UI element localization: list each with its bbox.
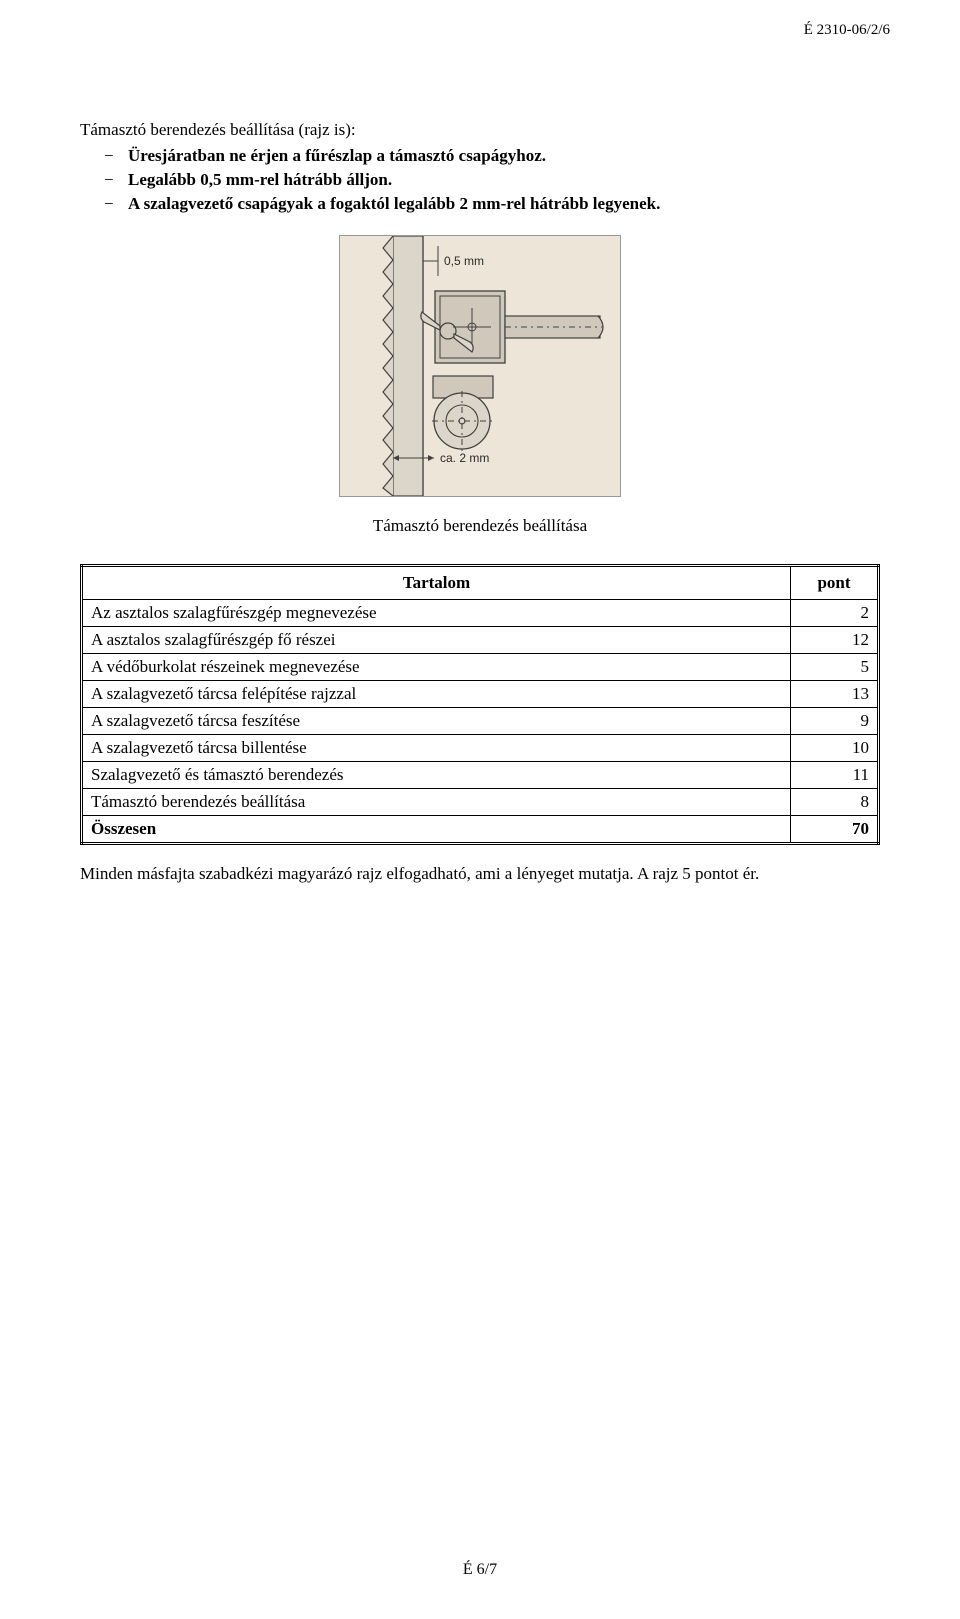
saw-blade xyxy=(383,236,423,496)
table-row: A védőburkolat részeinek megnevezése 5 xyxy=(82,654,879,681)
shaft xyxy=(505,316,603,338)
table-row: A szalagvezető tárcsa felépítése rajzzal… xyxy=(82,681,879,708)
row-label: A szalagvezető tárcsa billentése xyxy=(82,735,791,762)
table-row: Támasztó berendezés beállítása 8 xyxy=(82,789,879,816)
total-points: 70 xyxy=(791,816,879,844)
row-points: 8 xyxy=(791,789,879,816)
row-label: A szalagvezető tárcsa felépítése rajzzal xyxy=(82,681,791,708)
row-points: 12 xyxy=(791,627,879,654)
section-title: Támasztó berendezés beállítása (rajz is)… xyxy=(80,120,880,140)
figure-diagram: 0,5 mm xyxy=(339,235,621,497)
closing-text: Minden másfajta szabadkézi magyarázó raj… xyxy=(80,863,880,886)
table-row: Szalagvezető és támasztó berendezés 11 xyxy=(82,762,879,789)
row-label: Szalagvezető és támasztó berendezés xyxy=(82,762,791,789)
header-content: Tartalom xyxy=(82,566,791,600)
row-points: 9 xyxy=(791,708,879,735)
diagram-svg: 0,5 mm xyxy=(340,236,620,496)
row-label: Az asztalos szalagfűrészgép megnevezése xyxy=(82,600,791,627)
bullet-list: Üresjáratban ne érjen a fűrészlap a táma… xyxy=(80,144,880,215)
row-points: 13 xyxy=(791,681,879,708)
support-body xyxy=(435,291,505,363)
row-points: 5 xyxy=(791,654,879,681)
table-row: A szalagvezető tárcsa billentése 10 xyxy=(82,735,879,762)
row-points: 11 xyxy=(791,762,879,789)
figure-caption: Támasztó berendezés beállítása xyxy=(80,516,880,536)
table-row: A asztalos szalagfűrészgép fő részei 12 xyxy=(82,627,879,654)
dimension-bottom-label: ca. 2 mm xyxy=(440,451,489,465)
bullet-item: Üresjáratban ne érjen a fűrészlap a táma… xyxy=(128,144,880,168)
header-points: pont xyxy=(791,566,879,600)
bullet-item: A szalagvezető csapágyak a fogaktól lega… xyxy=(128,192,880,216)
page-footer: É 6/7 xyxy=(0,1561,960,1579)
page: É 2310-06/2/6 Támasztó berendezés beállí… xyxy=(0,0,960,1619)
table-row: A szalagvezető tárcsa feszítése 9 xyxy=(82,708,879,735)
row-label: A asztalos szalagfűrészgép fő részei xyxy=(82,627,791,654)
table-total-row: Összesen 70 xyxy=(82,816,879,844)
document-id: É 2310-06/2/6 xyxy=(804,22,890,39)
table-row: Az asztalos szalagfűrészgép megnevezése … xyxy=(82,600,879,627)
total-label: Összesen xyxy=(82,816,791,844)
dimension-top: 0,5 mm xyxy=(423,246,484,276)
bullet-item: Legalább 0,5 mm-rel hátrább álljon. xyxy=(128,168,880,192)
row-label: A szalagvezető tárcsa feszítése xyxy=(82,708,791,735)
table-header-row: Tartalom pont xyxy=(82,566,879,600)
score-table: Tartalom pont Az asztalos szalagfűrészgé… xyxy=(80,564,880,845)
row-points: 2 xyxy=(791,600,879,627)
row-points: 10 xyxy=(791,735,879,762)
row-label: Támasztó berendezés beállítása xyxy=(82,789,791,816)
dimension-top-label: 0,5 mm xyxy=(444,254,484,268)
lower-roller xyxy=(432,376,493,451)
figure-container: 0,5 mm xyxy=(80,235,880,502)
row-label: A védőburkolat részeinek megnevezése xyxy=(82,654,791,681)
